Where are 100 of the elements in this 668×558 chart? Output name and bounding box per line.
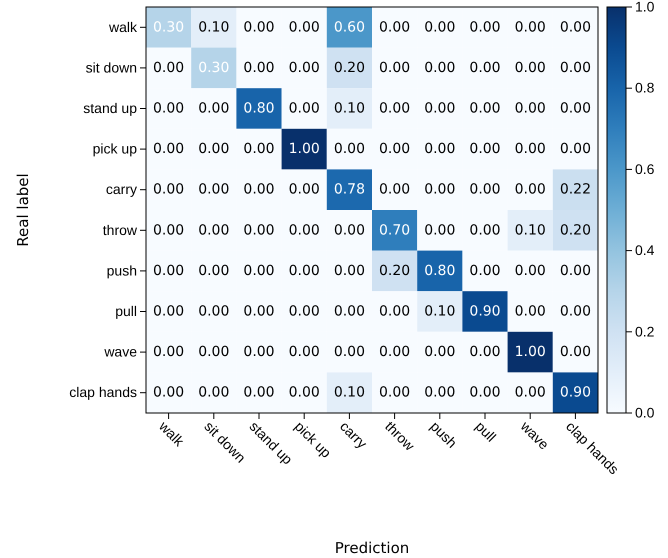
y-tick-label: sit down <box>86 59 137 76</box>
data-label: 0.10 <box>424 304 456 320</box>
y-tick-label: push <box>106 262 137 278</box>
y-tick-label: pick up <box>92 140 138 157</box>
data-label: 0.00 <box>469 19 501 36</box>
data-label: 0.00 <box>379 141 410 158</box>
color-bar-label: 0.8 <box>635 80 655 96</box>
y-tick-label: throw <box>102 222 138 238</box>
data-label: 0.00 <box>514 19 546 36</box>
data-label: 0.90 <box>469 304 501 320</box>
data-label: 0.00 <box>424 60 456 76</box>
data-label: 0.00 <box>424 344 456 360</box>
y-tick-label: clap hands <box>69 384 137 400</box>
data-label: 0.10 <box>334 384 365 401</box>
data-label: 0.00 <box>153 100 184 116</box>
data-label: 0.00 <box>153 304 184 320</box>
data-label: 0.00 <box>153 60 184 76</box>
data-label: 0.00 <box>514 100 546 116</box>
data-label: 0.78 <box>334 182 365 198</box>
data-label: 0.00 <box>288 100 320 116</box>
data-label: 0.00 <box>198 344 230 360</box>
data-label: 0.00 <box>379 182 410 198</box>
data-label: 0.10 <box>334 100 365 116</box>
x-tick-label: pull <box>472 418 500 445</box>
data-label: 0.00 <box>379 304 410 320</box>
data-label: 0.00 <box>198 141 230 158</box>
color-bar-label: 0.0 <box>635 404 655 420</box>
data-label: 0.00 <box>469 222 501 238</box>
data-label: 0.00 <box>243 60 275 76</box>
data-label: 0.00 <box>198 384 230 401</box>
data-label: 0.00 <box>424 141 456 158</box>
y-tick-label: walk <box>108 18 138 35</box>
data-label: 0.00 <box>424 19 456 36</box>
data-label: 0.00 <box>514 262 546 279</box>
data-label: 0.00 <box>424 222 456 238</box>
data-label: 0.00 <box>153 344 184 360</box>
data-label: 0.00 <box>334 304 365 320</box>
data-label: 0.00 <box>243 141 275 158</box>
data-label: 0.00 <box>243 304 275 320</box>
data-label: 0.00 <box>288 60 320 76</box>
data-label: 0.00 <box>514 384 546 401</box>
data-label: 0.00 <box>560 60 591 76</box>
data-label: 0.00 <box>153 222 184 238</box>
x-tick-label: pick up <box>292 418 335 461</box>
data-label: 0.00 <box>560 100 591 116</box>
data-label: 0.00 <box>469 141 501 158</box>
data-label: 0.00 <box>514 182 546 198</box>
data-label: 0.60 <box>334 19 365 36</box>
data-label: 0.00 <box>514 304 546 320</box>
data-label: 1.00 <box>288 141 320 158</box>
data-label: 0.00 <box>469 262 501 279</box>
y-axis-title: Real label <box>14 173 32 247</box>
data-label: 0.00 <box>379 100 410 116</box>
y-tick-label: stand up <box>83 100 138 116</box>
data-label: 0.00 <box>243 222 275 238</box>
color-bar-label: 1.0 <box>635 0 655 14</box>
data-label: 0.30 <box>153 19 184 36</box>
data-label: 0.00 <box>334 344 365 360</box>
data-label: 0.00 <box>288 182 320 198</box>
y-tick-label: wave <box>103 344 138 360</box>
data-label: 0.00 <box>560 141 591 158</box>
data-label: 0.00 <box>424 182 456 198</box>
data-label: 0.80 <box>424 262 456 279</box>
data-label: 0.00 <box>379 60 410 76</box>
y-tick-label: pull <box>115 302 137 319</box>
data-label: 0.00 <box>198 262 230 279</box>
data-label: 0.20 <box>560 222 591 238</box>
data-label: 0.00 <box>469 182 501 198</box>
data-label: 0.00 <box>379 19 410 36</box>
data-label: 0.00 <box>334 222 365 238</box>
data-label: 0.00 <box>288 344 320 360</box>
data-label: 0.00 <box>379 384 410 401</box>
data-label: 0.00 <box>288 304 320 320</box>
data-label: 0.00 <box>469 100 501 116</box>
data-label: 0.20 <box>379 262 410 279</box>
data-label: 0.80 <box>243 100 275 116</box>
data-label: 0.10 <box>514 222 546 238</box>
data-label: 0.00 <box>243 262 275 279</box>
data-label: 0.00 <box>243 384 275 401</box>
data-label: 0.00 <box>153 262 184 279</box>
data-label: 0.00 <box>560 344 591 360</box>
data-label: 0.90 <box>560 384 591 401</box>
data-label: 0.30 <box>198 60 230 76</box>
data-label: 0.00 <box>560 19 591 36</box>
data-label: 0.00 <box>514 141 546 158</box>
data-label: 0.00 <box>469 344 501 360</box>
data-label: 0.00 <box>514 60 546 76</box>
color-bar-label: 0.4 <box>635 242 655 258</box>
data-label: 0.00 <box>424 384 456 401</box>
data-label: 0.00 <box>334 262 365 279</box>
y-tick-label: carry <box>106 181 137 198</box>
data-label: 0.00 <box>153 141 184 158</box>
data-label: 0.00 <box>153 384 184 401</box>
data-label: 0.00 <box>198 222 230 238</box>
data-label: 0.00 <box>424 100 456 116</box>
data-label: 0.00 <box>288 384 320 401</box>
data-label: 0.00 <box>198 304 230 320</box>
data-label: 0.10 <box>198 19 230 36</box>
data-label: 0.00 <box>334 141 365 158</box>
data-label: 0.00 <box>379 344 410 360</box>
